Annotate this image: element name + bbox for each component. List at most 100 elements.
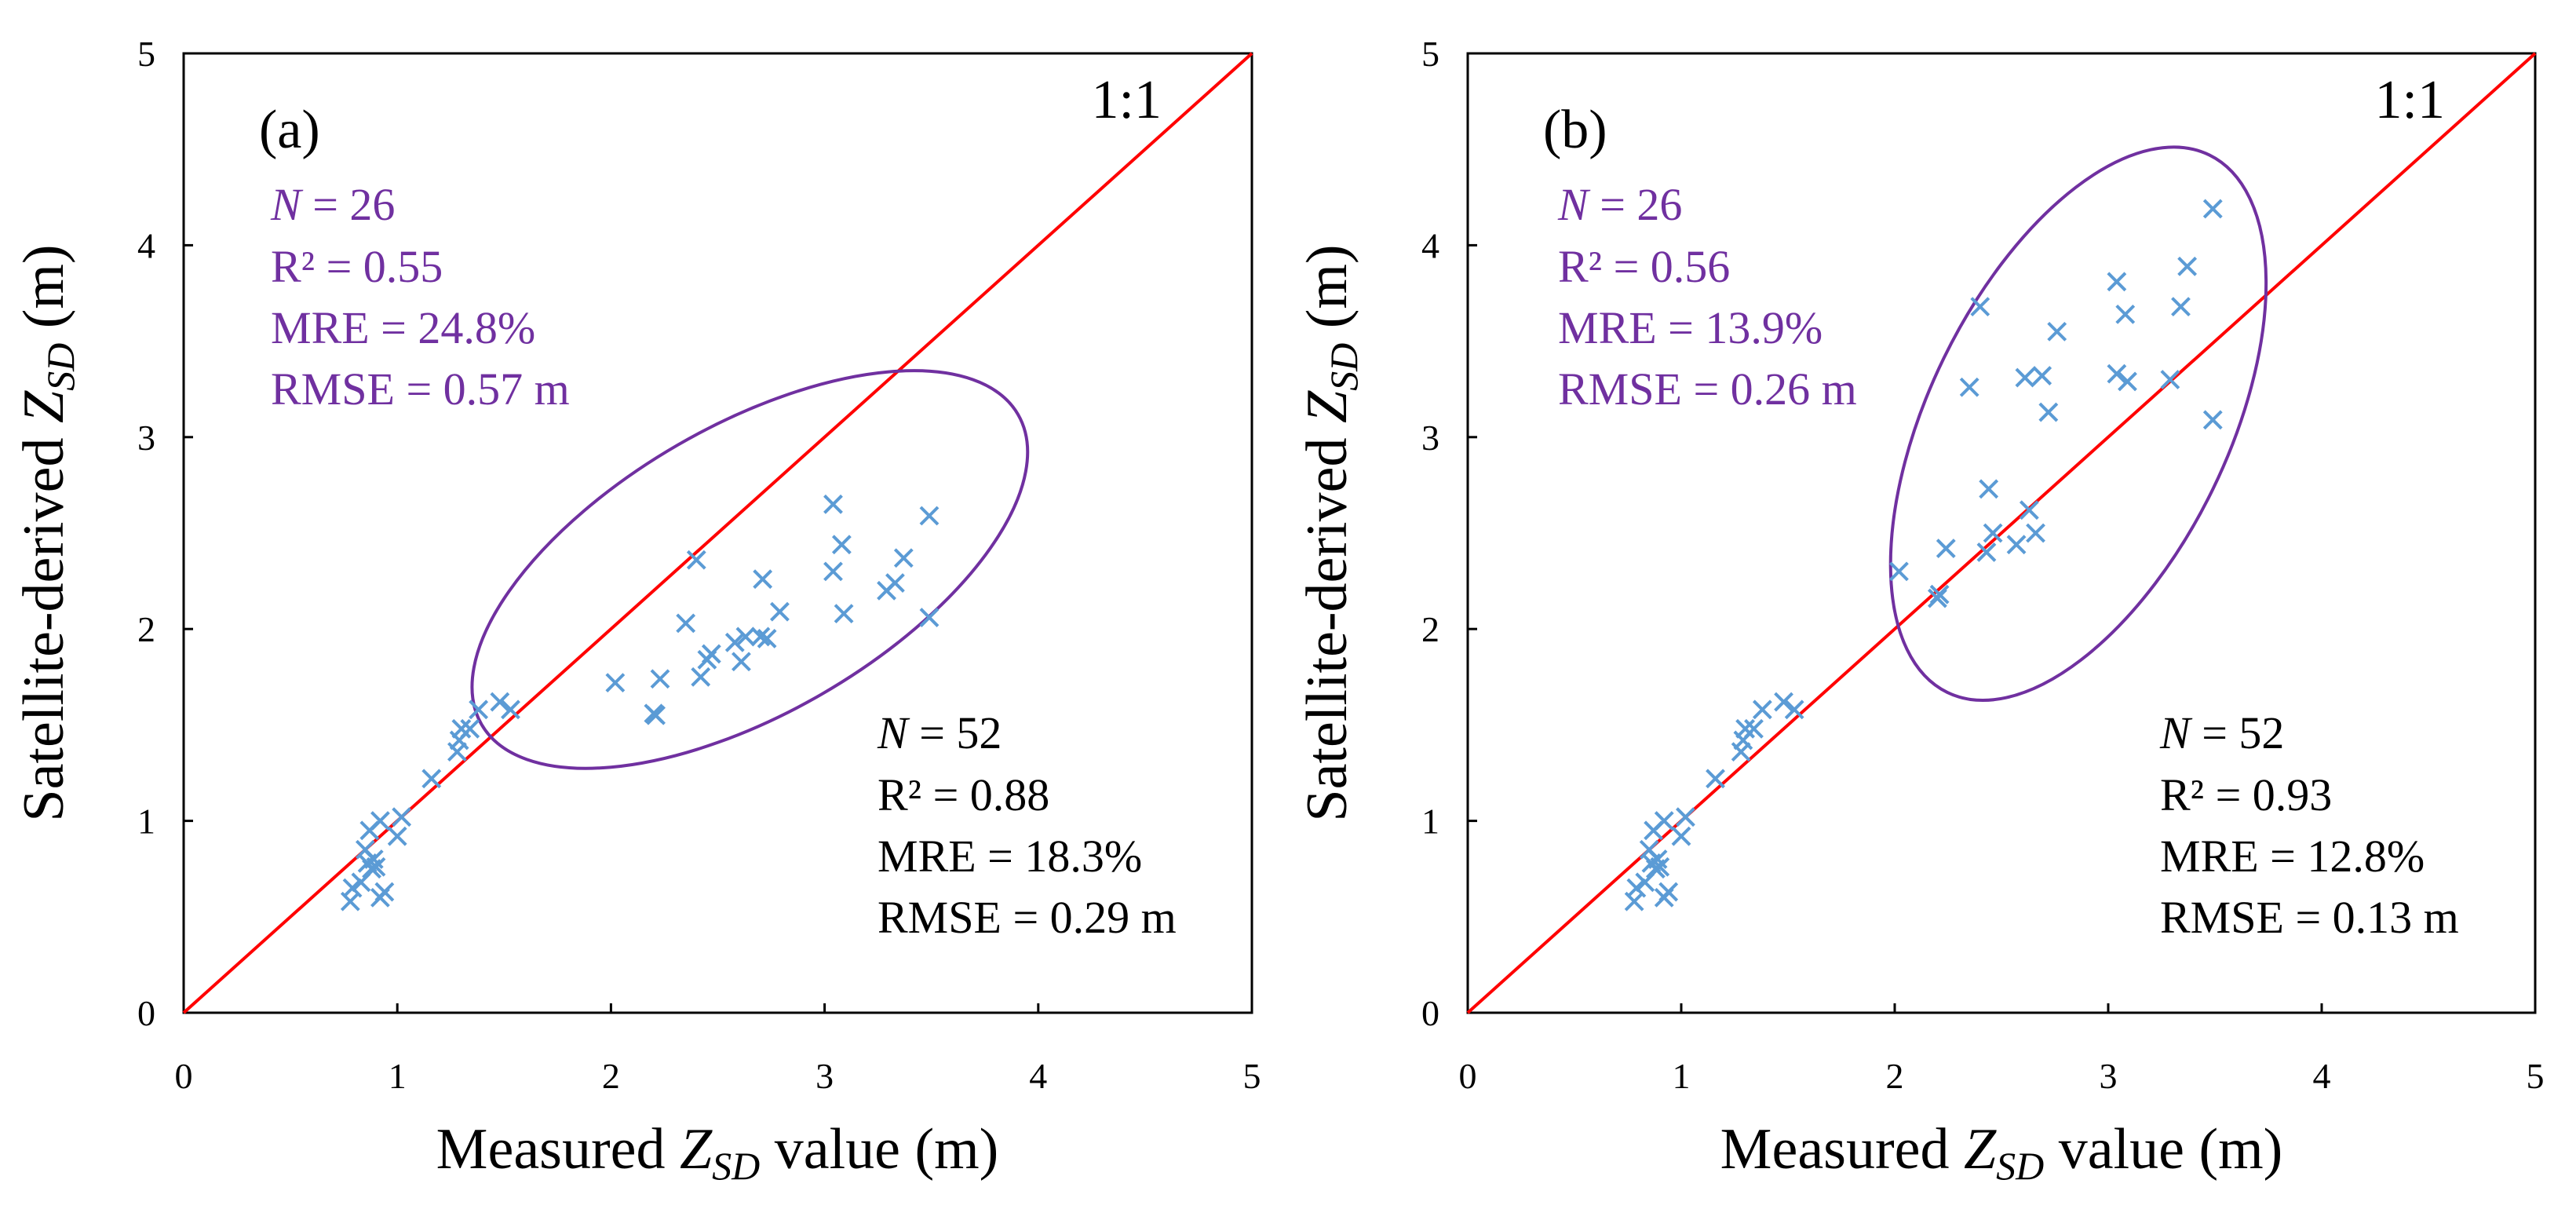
y-tick-label: 1	[137, 802, 155, 842]
y-tick-label: 0	[137, 993, 155, 1033]
one-to-one-label: 1:1	[1092, 70, 1162, 130]
x-tick-label: 5	[2527, 1056, 2545, 1096]
x-tick-label: 1	[389, 1056, 407, 1096]
x-tick-label: 3	[815, 1056, 834, 1096]
data-point	[366, 857, 386, 877]
ellipse-stat-r2: R² = 0.56	[1558, 241, 1730, 292]
data-point	[823, 561, 843, 582]
panel-label: (a)	[259, 100, 320, 160]
data-point	[460, 718, 480, 739]
stat-n-symbol: N	[270, 179, 304, 230]
ellipse-stat-mre: MRE = 24.8%	[271, 302, 535, 353]
data-point	[490, 692, 510, 712]
plot-frame	[1466, 52, 2537, 1014]
ellipse-stat-rmse: RMSE = 0.57 m	[271, 363, 570, 415]
y-tick-label: 4	[137, 225, 155, 265]
data-point	[691, 667, 711, 687]
x-axis-label-sub: SD	[1996, 1144, 2044, 1188]
data-point	[1676, 807, 1695, 827]
highlight-ellipse	[1888, 145, 2268, 703]
data-point	[650, 669, 670, 689]
data-point	[893, 548, 914, 568]
data-point	[753, 569, 773, 590]
data-point	[374, 882, 395, 902]
data-point	[823, 494, 843, 514]
x-tick-label: 0	[1459, 1056, 1477, 1096]
x-axis-label-text: Measured	[1720, 1117, 1964, 1182]
data-point	[1979, 479, 1999, 499]
x-axis-label-var: Z	[680, 1117, 713, 1182]
y-tick-label: 4	[1421, 225, 1439, 265]
data-point	[1970, 297, 1990, 317]
chart-panel-b: 0 1 2 3 4 5 0 1 2 3 4 5 1:1 (b) N = 26 R² = 0.56 MRE = 1…	[1295, 34, 2545, 1188]
x-axis-label-unit: value (m)	[2044, 1117, 2282, 1182]
x-axis-label-sub: SD	[712, 1144, 760, 1188]
ellipse-stat-n: N = 26	[270, 179, 395, 230]
data-point	[2107, 272, 2127, 292]
x-axis-label-text: Measured	[436, 1117, 680, 1182]
data-point	[342, 878, 363, 898]
chart-panel-a: 0 1 2 3 4 5 0 1 2 3 4 5 1:1 (a) N = 26 R² = 0.55 MRE = 2…	[12, 34, 1261, 1188]
data-point	[451, 718, 472, 739]
overall-stat-rmse: RMSE = 0.13 m	[2160, 892, 2459, 943]
x-tick-label: 4	[1029, 1056, 1047, 1096]
stat-n-value: = 26	[1589, 179, 1683, 230]
x-tick-label: 2	[1886, 1056, 1904, 1096]
data-point	[2019, 500, 2039, 521]
data-point	[676, 613, 696, 634]
y-tick-label: 5	[1421, 34, 1439, 74]
data-point	[2026, 523, 2045, 543]
y-tick-label: 1	[1421, 802, 1439, 842]
y-axis-label-var: Z	[12, 390, 76, 423]
y-axis-label-var: Z	[1295, 390, 1359, 423]
y-axis-label-unit: (m)	[12, 244, 76, 342]
data-point	[686, 550, 706, 570]
x-tick-label: 5	[1243, 1056, 1261, 1096]
data-point	[724, 632, 745, 652]
data-point	[1654, 811, 1674, 831]
data-point	[2171, 297, 2191, 317]
data-point	[1658, 882, 1679, 902]
data-point	[1976, 542, 1997, 562]
x-tick-label: 4	[2313, 1056, 2331, 1096]
data-point	[701, 644, 721, 664]
data-point	[2115, 304, 2136, 324]
data-point	[1635, 872, 1655, 893]
y-tick-label: 5	[137, 34, 155, 74]
stat-n-value: = 52	[908, 707, 1002, 758]
ellipse-stat-n: N = 26	[1557, 179, 1682, 230]
data-point	[1671, 826, 1691, 846]
data-point	[387, 826, 407, 846]
x-axis-label-unit: value (m)	[760, 1117, 998, 1182]
stat-n-value: = 52	[2191, 707, 2285, 758]
data-point	[421, 769, 442, 789]
x-tick-label: 2	[602, 1056, 620, 1096]
data-point	[2015, 367, 2035, 388]
data-point	[885, 573, 905, 593]
data-point	[646, 705, 666, 725]
x-tick-label: 0	[175, 1056, 193, 1096]
y-axis-label-sub: SD	[38, 343, 82, 391]
data-point	[351, 872, 371, 893]
data-point	[735, 626, 756, 647]
ellipse-stat-r2: R² = 0.55	[271, 241, 443, 292]
overall-stat-mre: MRE = 18.3%	[878, 831, 1142, 882]
overall-stat-n: N = 52	[2159, 707, 2284, 758]
overall-stat-rmse: RMSE = 0.29 m	[878, 892, 1177, 943]
data-point	[1735, 718, 1756, 739]
data-point	[1706, 769, 1725, 789]
data-point	[501, 699, 520, 720]
data-point	[1650, 857, 1670, 877]
highlight-ellipse	[470, 369, 1030, 770]
y-tick-label: 0	[1421, 993, 1439, 1033]
overall-stat-r2: R² = 0.88	[878, 769, 1049, 820]
data-point	[919, 506, 940, 526]
data-point	[1929, 584, 1950, 605]
data-point	[469, 699, 489, 720]
data-point	[392, 807, 412, 827]
data-point	[1626, 878, 1647, 898]
stat-n-symbol: N	[1557, 179, 1591, 230]
one-to-one-label: 1:1	[2375, 70, 2445, 130]
overall-stat-n: N = 52	[877, 707, 1002, 758]
